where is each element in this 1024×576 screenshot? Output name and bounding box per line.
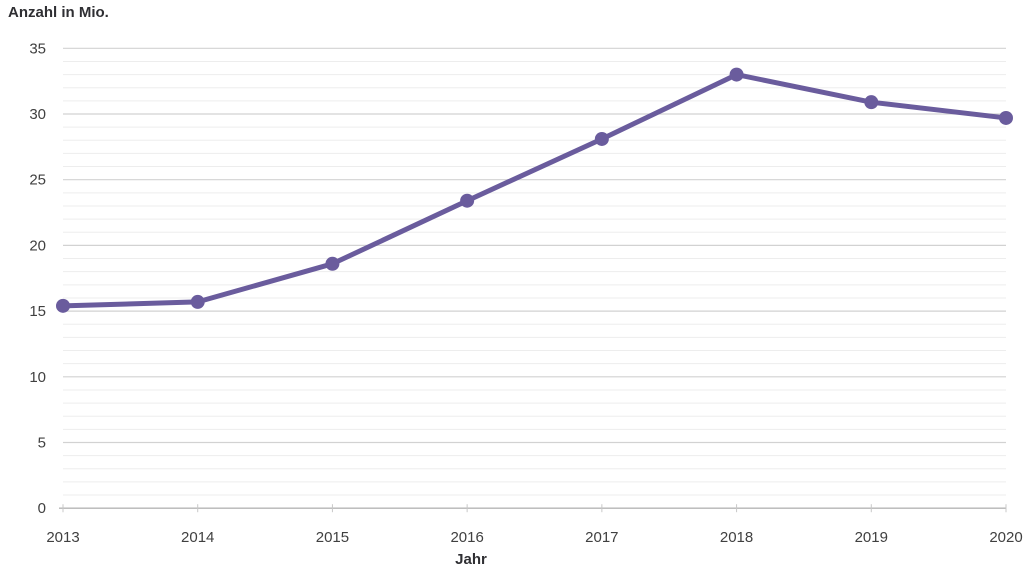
x-tick-label-2014: 2014	[181, 529, 214, 546]
y-tick-label-20: 20	[29, 237, 46, 254]
y-tick-label-35: 35	[29, 40, 46, 57]
data-point-2018	[729, 67, 744, 82]
x-axis-title: Jahr	[455, 551, 487, 568]
x-tick-label-2017: 2017	[585, 529, 618, 546]
y-axis-title: Anzahl in Mio.	[8, 4, 109, 21]
y-tick-label-0: 0	[38, 500, 46, 517]
y-tick-label-5: 5	[38, 435, 46, 452]
x-tick-label-2020: 2020	[989, 529, 1022, 546]
data-point-2017	[594, 131, 609, 146]
y-tick-label-10: 10	[29, 369, 46, 386]
data-point-2019	[864, 95, 879, 110]
y-tick-label-15: 15	[29, 303, 46, 320]
y-tick-label-30: 30	[29, 106, 46, 123]
data-line	[60, 72, 1009, 309]
data-point-2013	[56, 298, 70, 313]
y-tick-label-25: 25	[29, 172, 46, 189]
data-point-2020	[999, 110, 1013, 125]
data-point-2015	[325, 256, 340, 271]
x-tick-label-2018: 2018	[720, 529, 753, 546]
x-tick-label-2015: 2015	[316, 529, 349, 546]
data-point-2016	[460, 193, 475, 208]
x-tick-label-2016: 2016	[450, 529, 483, 546]
data-point-2014	[190, 294, 205, 309]
x-tick-label-2019: 2019	[855, 529, 888, 546]
x-tick-label-2013: 2013	[46, 529, 79, 546]
